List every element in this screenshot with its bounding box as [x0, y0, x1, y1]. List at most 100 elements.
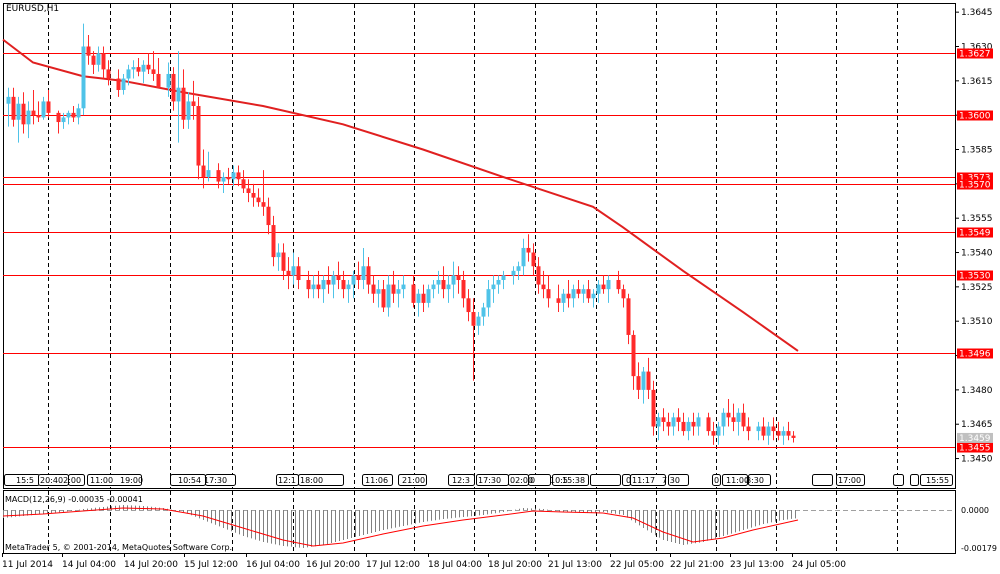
- candle: [576, 279, 581, 299]
- time-label: 0: [530, 476, 535, 485]
- candle: [221, 172, 226, 194]
- candle: [341, 270, 346, 299]
- candle: [286, 257, 291, 290]
- candle-body: [746, 426, 751, 432]
- time-axis: 11 Jul 2014 14 Jul 04:00 14 Jul 20:00 15 Ju…: [2, 553, 846, 570]
- candle-body: [376, 289, 381, 294]
- candle: [226, 167, 231, 184]
- candle-body: [641, 371, 646, 390]
- candle: [306, 270, 311, 299]
- time-axis-label: 16 Jul 04:00: [246, 560, 300, 570]
- level-label-box: [957, 48, 993, 59]
- time-label: 0: [626, 476, 631, 485]
- macd-axis-label: 0.0000: [961, 506, 989, 515]
- candle: [526, 234, 531, 262]
- level-label-box: [957, 110, 993, 121]
- time-label: 21:00: [402, 476, 425, 485]
- candle: [711, 421, 716, 445]
- candle: [586, 279, 591, 303]
- candle-body: [86, 46, 91, 56]
- candle: [271, 215, 276, 267]
- candle-body: [276, 252, 281, 258]
- copyright-text: MetaTrader 5, © 2001-2014, MetaQuotes So…: [5, 543, 233, 552]
- time-label-box: [68, 474, 85, 486]
- time-axis-label: 22 Jul 21:00: [670, 560, 724, 570]
- time-label: 02:00: [58, 476, 81, 485]
- time-label: 10:5: [550, 476, 568, 485]
- candle-body: [221, 176, 226, 182]
- candle: [786, 421, 791, 441]
- time-axis-label: 14 Jul 20:00: [124, 560, 178, 570]
- price-axis-label: 1.3540: [961, 249, 993, 259]
- candle-body: [656, 417, 661, 427]
- candle-body: [121, 78, 126, 90]
- candle-body: [466, 298, 471, 313]
- candle: [236, 165, 241, 187]
- candle: [461, 270, 466, 308]
- candle: [531, 243, 536, 276]
- candle-body: [511, 270, 516, 276]
- time-label: 8:30: [746, 476, 764, 485]
- level-label-text: 1.3455: [959, 444, 991, 454]
- time-label: 7:30: [662, 476, 680, 485]
- candle-body: [196, 106, 201, 166]
- candle-body: [281, 252, 286, 271]
- candle: [776, 421, 781, 441]
- candle: [591, 289, 596, 308]
- candle-body: [356, 275, 361, 280]
- candle-body: [491, 284, 496, 290]
- candle-body: [36, 115, 41, 118]
- candle: [391, 270, 396, 303]
- time-label-box: [552, 474, 589, 486]
- price-axis-label: 1.3615: [961, 77, 993, 87]
- candle: [246, 179, 251, 203]
- candle: [171, 67, 176, 111]
- time-label: 15:38: [562, 476, 585, 485]
- candle-body: [326, 279, 331, 285]
- candle: [6, 87, 11, 127]
- candle: [281, 243, 286, 280]
- time-axis-label: 23 Jul 13:00: [730, 560, 784, 570]
- level-label-box: [957, 227, 993, 238]
- candle-body: [61, 117, 66, 123]
- candle: [436, 270, 441, 294]
- candle: [96, 46, 101, 72]
- time-label-box: [836, 474, 865, 486]
- candle: [266, 197, 271, 235]
- level-label-text: 1.3627: [959, 50, 991, 60]
- candle-body: [461, 279, 466, 299]
- candle: [216, 163, 221, 189]
- level-label: 1.3570: [957, 179, 993, 191]
- candle: [511, 266, 516, 285]
- candle: [746, 417, 751, 441]
- candle-body: [421, 293, 426, 303]
- candle-body: [536, 266, 541, 285]
- candle-body: [531, 252, 536, 267]
- candle: [716, 421, 721, 445]
- candle-body: [756, 426, 761, 432]
- candle: [106, 60, 111, 86]
- candle: [766, 421, 771, 445]
- candle: [251, 183, 256, 207]
- candle-body: [56, 112, 61, 123]
- level-label-text: 1.3570: [959, 181, 991, 191]
- price-axis-label: 1.3450: [961, 455, 993, 465]
- candle-body: [186, 101, 191, 120]
- time-label: 12:1: [278, 476, 296, 485]
- candle: [651, 380, 656, 436]
- time-axis-label: 21 Jul 13:00: [548, 560, 602, 570]
- time-label: 15:5: [16, 476, 34, 485]
- candle-body: [716, 426, 721, 436]
- candle: [166, 62, 171, 97]
- time-label: 12:3: [452, 476, 470, 485]
- candle-body: [636, 376, 641, 390]
- candle: [761, 417, 766, 441]
- macd-signal-line: [2, 507, 799, 547]
- candle: [726, 399, 731, 427]
- candle: [316, 270, 321, 299]
- candle: [781, 426, 786, 445]
- candle-body: [516, 266, 521, 271]
- candle-body: [476, 316, 481, 326]
